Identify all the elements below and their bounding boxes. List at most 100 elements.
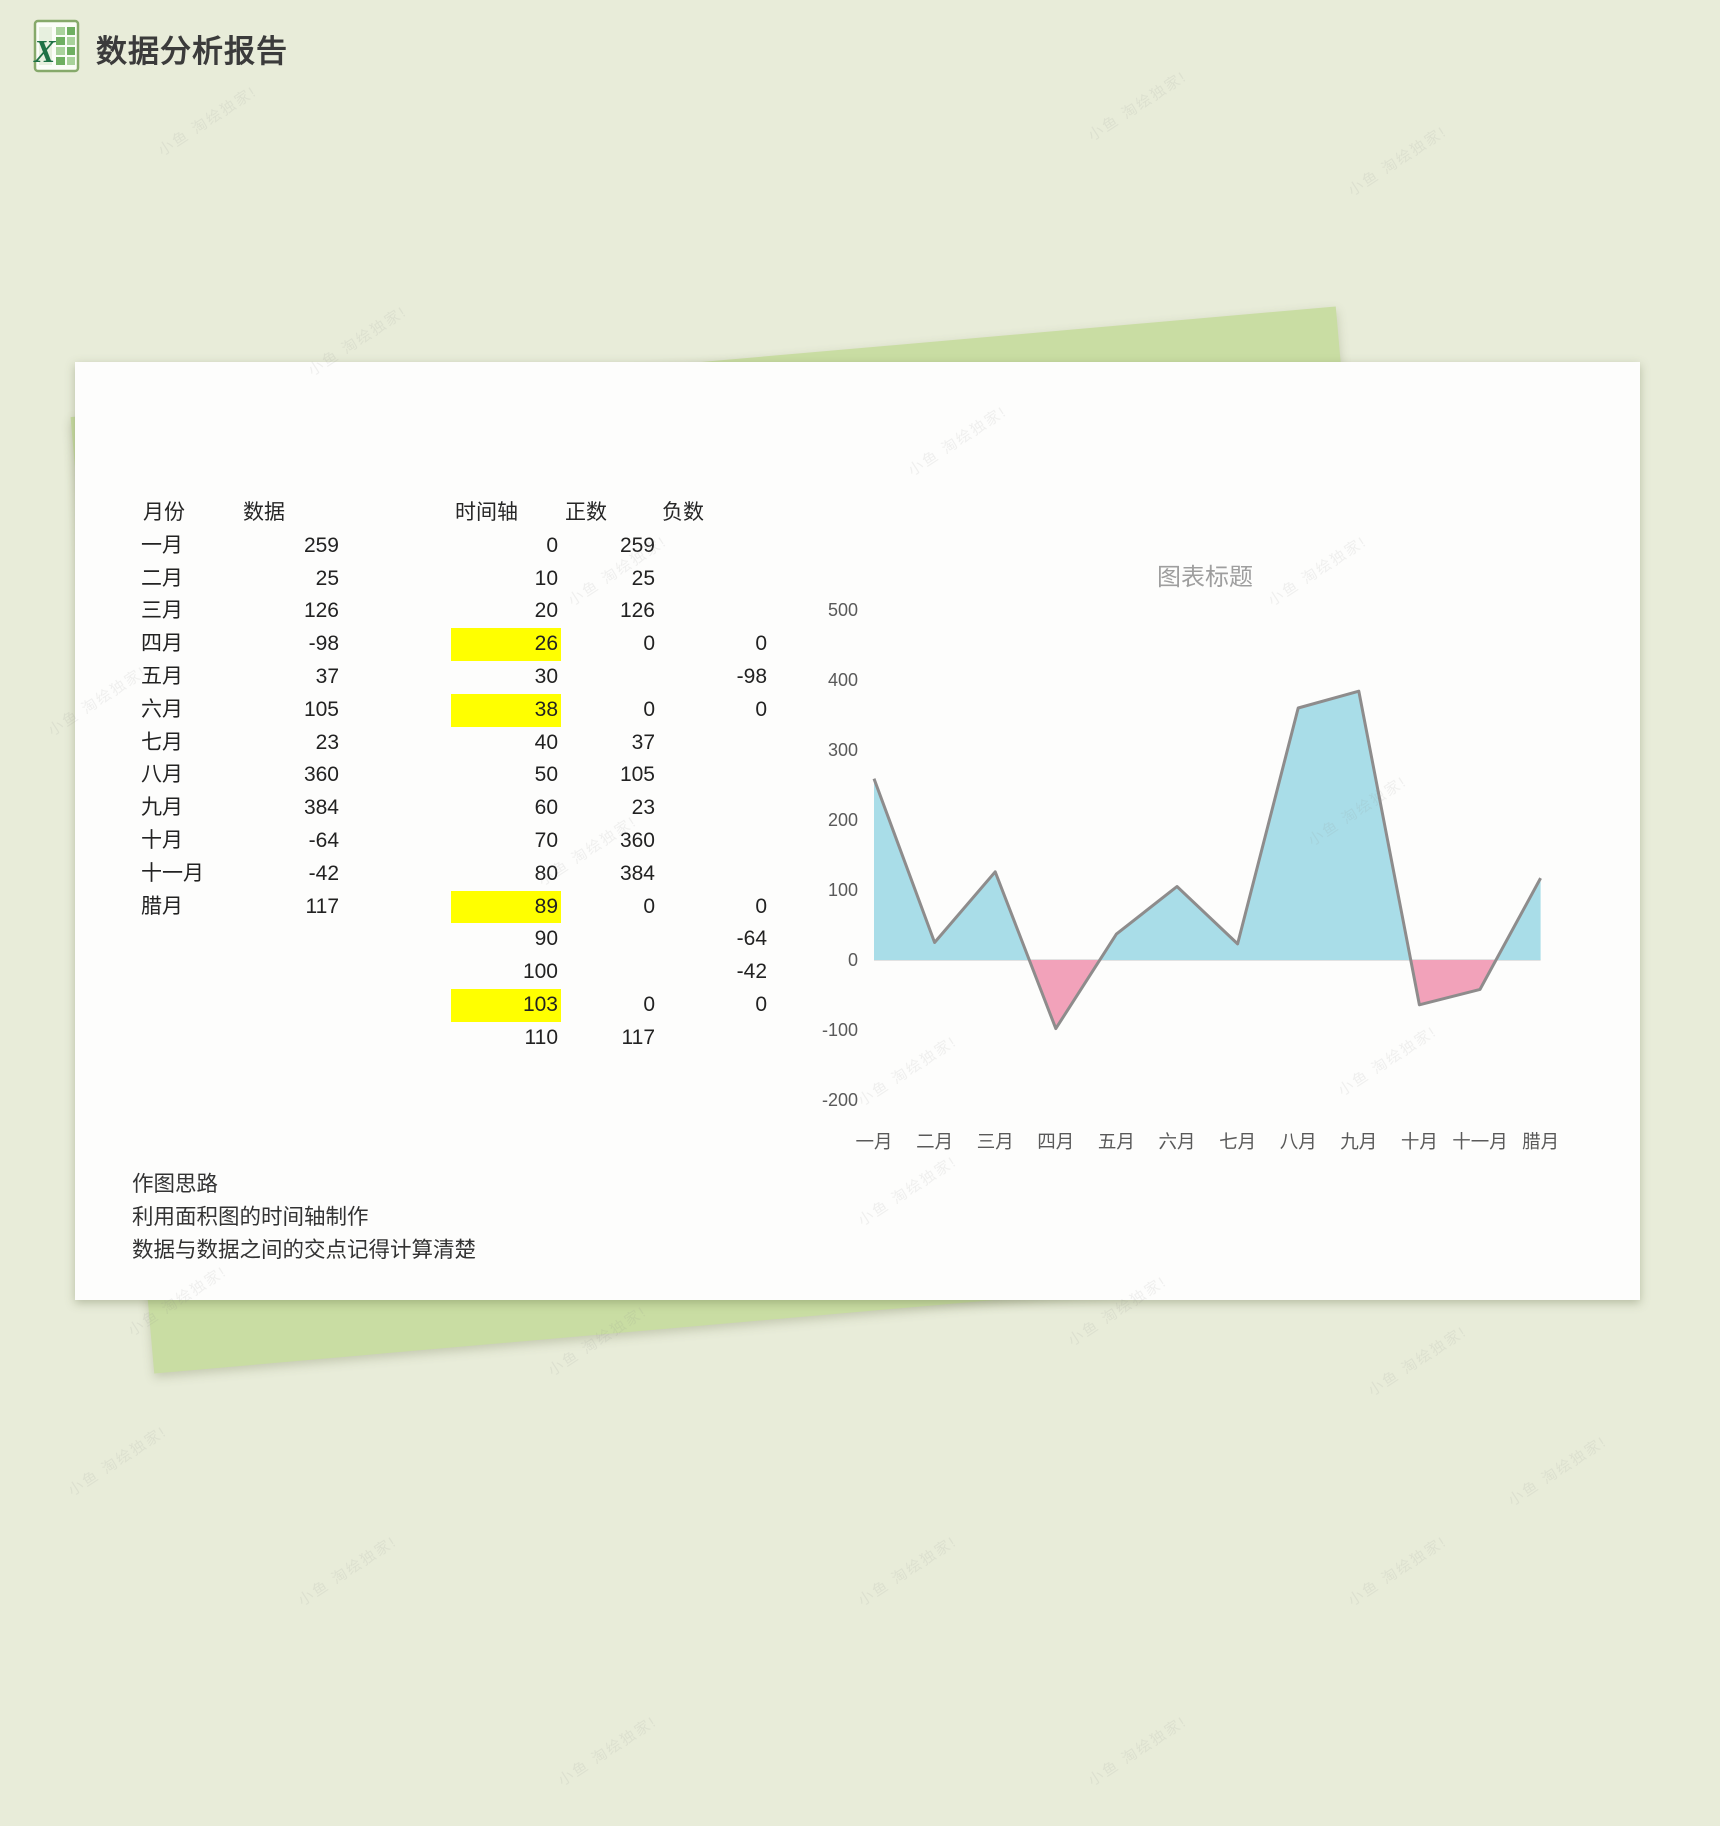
table-cell: 90 — [534, 927, 558, 951]
watermark-text: 小鱼 淘绘独家! — [1085, 1713, 1191, 1790]
watermark-text: 小鱼 淘绘独家! — [65, 1423, 171, 1500]
y-axis-tick-label: -100 — [822, 1020, 858, 1040]
table-row: 十月 -64 70 360 — [139, 825, 770, 858]
table-cell: 五月 — [141, 664, 183, 688]
table-cell: 384 — [619, 861, 655, 885]
table-header-row: 月份 数据 时间轴 正数 负数 — [139, 497, 770, 530]
spacer-cell — [342, 530, 451, 563]
watermark-text: 小鱼 淘绘独家! — [1365, 1323, 1471, 1400]
x-axis-label: 一月 — [855, 1131, 892, 1152]
spacer-cell — [342, 989, 451, 1022]
table-cell: 10 — [534, 566, 558, 590]
table-cell: 360 — [619, 828, 655, 852]
x-axis-label: 七月 — [1219, 1131, 1256, 1152]
spacer-cell — [342, 825, 451, 858]
table-cell — [658, 563, 770, 596]
y-axis-tick-label: 500 — [828, 600, 858, 620]
table-cell — [239, 989, 342, 1022]
watermark-text: 小鱼 淘绘独家! — [855, 1533, 961, 1610]
x-axis-label: 八月 — [1280, 1131, 1317, 1152]
note-line: 利用面积图的时间轴制作 — [132, 1205, 369, 1229]
x-axis-label: 五月 — [1098, 1131, 1135, 1152]
table-cell: 30 — [534, 664, 558, 688]
watermark-text: 小鱼 淘绘独家! — [1345, 1533, 1451, 1610]
column-header-positive: 正数 — [565, 501, 607, 524]
table-cell: 105 — [303, 697, 339, 721]
table-row: 九月 384 60 23 — [139, 792, 770, 825]
table-cell: -64 — [736, 927, 767, 951]
table-cell: 110 — [524, 1025, 558, 1049]
table-row: 五月 37 30 -98 — [139, 661, 770, 694]
area-positive — [874, 691, 1541, 960]
table-cell: 60 — [534, 796, 558, 820]
table-cell — [658, 858, 770, 891]
spacer-cell — [342, 694, 451, 727]
note-line: 数据与数据之间的交点记得计算清楚 — [132, 1238, 477, 1262]
y-axis-tick-label: 100 — [828, 880, 858, 900]
table-cell: 十月 — [141, 828, 183, 852]
column-header-timeline: 时间轴 — [455, 501, 518, 524]
table-cell: -98 — [736, 664, 767, 688]
table-cell-highlighted: 26 — [451, 628, 561, 661]
page-title: 数据分析报告 — [96, 34, 288, 69]
table-cell: 0 — [755, 697, 767, 721]
watermark-text: 小鱼 淘绘独家! — [555, 1713, 661, 1790]
spacer-cell — [342, 956, 451, 989]
table-row: 90 -64 — [139, 923, 770, 956]
table-cell: 腊月 — [141, 894, 183, 918]
table-cell — [561, 956, 658, 989]
x-axis-label: 三月 — [977, 1131, 1014, 1152]
table-cell — [658, 792, 770, 825]
table-row: 100 -42 — [139, 956, 770, 989]
column-header-negative: 负数 — [662, 501, 704, 524]
table-cell: 七月 — [141, 730, 183, 754]
table-cell-highlighted: 89 — [451, 890, 561, 924]
table-row: 四月 -98 26 0 0 — [139, 628, 770, 661]
table-cell — [658, 595, 770, 628]
spacer-cell — [342, 891, 451, 924]
table-cell — [561, 923, 658, 956]
y-axis-tick-label: 400 — [828, 670, 858, 690]
table-cell: 70 — [534, 828, 558, 852]
table-cell: 六月 — [141, 697, 183, 721]
area-negative — [874, 960, 1541, 1029]
table-row: 腊月 117 89 0 0 — [139, 890, 770, 924]
table-cell: 0 — [755, 894, 767, 918]
spacer-cell — [342, 595, 451, 628]
x-axis-label: 二月 — [916, 1131, 953, 1152]
spacer-cell — [342, 923, 451, 956]
table-cell — [139, 989, 239, 1022]
table-cell — [139, 1022, 239, 1055]
table-cell: 37 — [631, 730, 655, 754]
table-cell: 0 — [643, 632, 655, 656]
table-cell: -42 — [308, 861, 339, 885]
spacer-cell — [342, 858, 451, 891]
table-cell: 0 — [643, 697, 655, 721]
table-cell — [658, 727, 770, 760]
column-header-month: 月份 — [143, 501, 185, 524]
table-cell: 360 — [303, 763, 339, 787]
table-row: 七月 23 40 37 — [139, 727, 770, 760]
table-cell: 20 — [534, 599, 558, 623]
table-cell: 126 — [303, 599, 339, 623]
table-cell: 0 — [643, 992, 655, 1016]
data-line — [872, 689, 1542, 1031]
spacer-cell — [342, 727, 451, 760]
table-cell: -64 — [308, 828, 339, 852]
spacer-cell — [342, 563, 451, 596]
x-axis-label: 十月 — [1401, 1131, 1438, 1152]
table-cell: 四月 — [141, 632, 183, 656]
table-cell: 十一月 — [141, 861, 204, 885]
table-cell: 23 — [315, 730, 339, 754]
table-cell: 23 — [631, 796, 655, 820]
table-row: 十一月 -42 80 384 — [139, 858, 770, 891]
column-header-data: 数据 — [243, 501, 285, 524]
notes-block: 作图思路 利用面积图的时间轴制作 数据与数据之间的交点记得计算清楚 — [132, 1168, 476, 1267]
spacer-cell — [342, 661, 451, 694]
table-cell — [658, 825, 770, 858]
table-cell — [239, 923, 342, 956]
table-cell: 126 — [619, 599, 655, 623]
note-line: 作图思路 — [132, 1172, 219, 1196]
table-cell: 117 — [621, 1025, 655, 1049]
